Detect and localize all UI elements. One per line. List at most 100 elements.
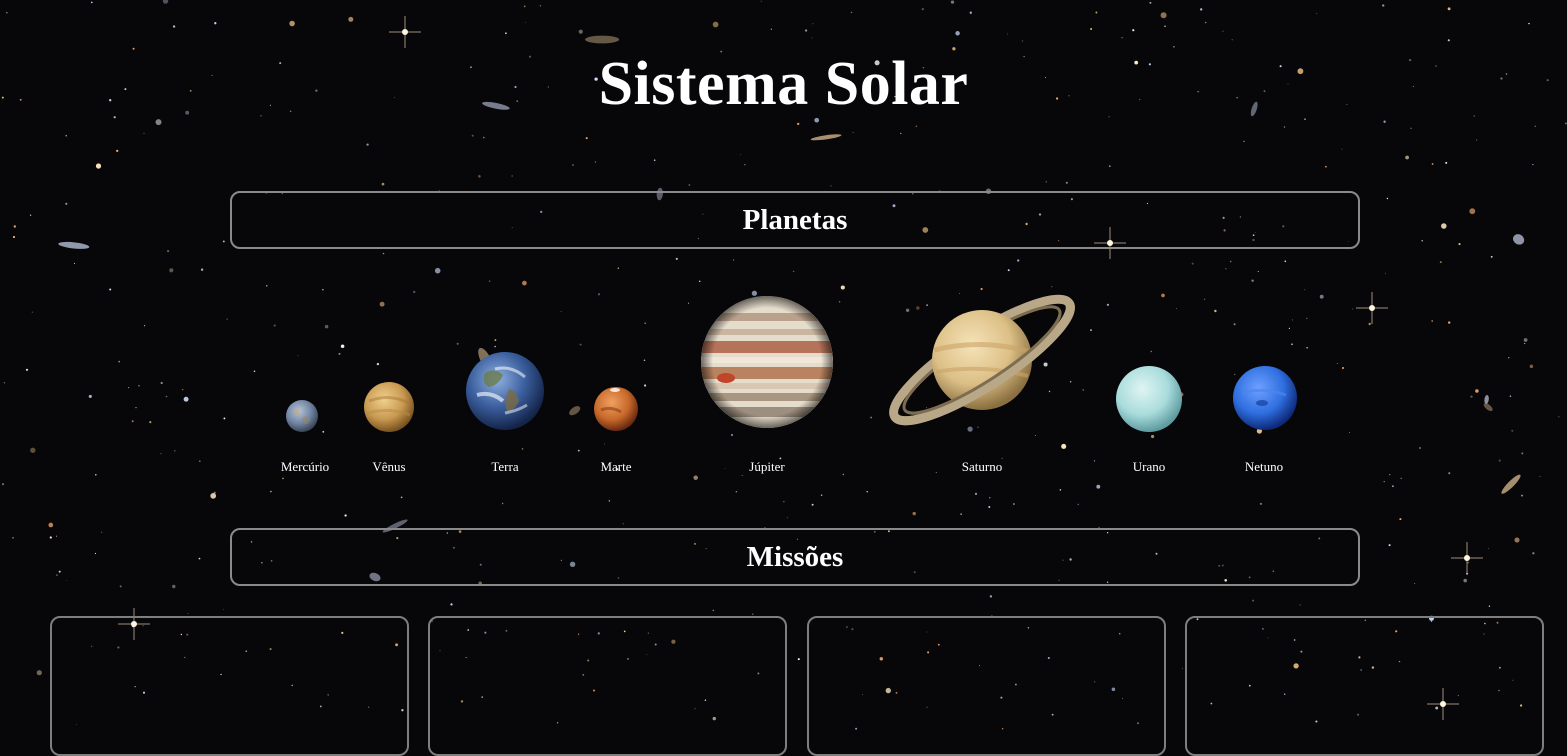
planet-label-jupiter[interactable]: Júpiter (749, 459, 785, 474)
star (1148, 63, 1151, 66)
star (967, 426, 973, 432)
star (1051, 713, 1054, 716)
star (1214, 309, 1217, 313)
star (699, 280, 701, 282)
star (926, 304, 929, 307)
star (1257, 270, 1259, 273)
saturn-icon[interactable] (882, 290, 1082, 430)
planet-label-venus[interactable]: Vênus (372, 459, 406, 474)
star (266, 285, 268, 287)
star (616, 77, 618, 80)
star (751, 290, 758, 296)
star (494, 339, 497, 342)
star (797, 122, 800, 126)
planets-section-header[interactable]: Planetas (230, 191, 1360, 249)
star (253, 370, 256, 373)
star (1151, 434, 1155, 439)
planet-label-mars[interactable]: Marte (600, 459, 632, 474)
star (90, 645, 93, 647)
star (608, 500, 611, 502)
planet-label-neptune[interactable]: Netuno (1244, 459, 1284, 474)
star (1282, 225, 1285, 228)
star (226, 318, 228, 320)
jupiter-icon[interactable] (700, 295, 834, 429)
star (1106, 581, 1109, 583)
star (1448, 321, 1451, 324)
star (458, 530, 462, 533)
missions-section-header[interactable]: Missões (230, 528, 1360, 586)
planet-label-saturn[interactable]: Saturno (961, 459, 1003, 474)
star (814, 117, 820, 123)
star (523, 5, 526, 8)
star (724, 467, 726, 469)
mercury-icon[interactable] (285, 399, 319, 433)
star (744, 164, 746, 166)
star (1564, 122, 1567, 125)
star (1505, 73, 1508, 75)
star (1414, 583, 1416, 584)
star (65, 202, 68, 205)
star (1251, 279, 1254, 282)
star (270, 560, 273, 562)
star (1007, 269, 1010, 272)
star (912, 193, 914, 195)
mission-card[interactable] (807, 616, 1166, 756)
planet-label-uranus[interactable]: Urano (1132, 459, 1166, 474)
star (1448, 472, 1451, 475)
star (344, 514, 347, 517)
star (1218, 565, 1220, 567)
star (184, 656, 186, 658)
star (921, 8, 924, 11)
star (1445, 161, 1448, 164)
star (1532, 552, 1535, 555)
star (895, 691, 898, 694)
star (322, 288, 324, 291)
star (1476, 139, 1478, 141)
star (913, 571, 916, 574)
star (198, 557, 201, 560)
star (582, 674, 585, 676)
star (1389, 473, 1391, 476)
star (960, 513, 962, 515)
galaxy (482, 101, 510, 110)
star (1410, 127, 1412, 129)
star (1521, 452, 1524, 455)
planet-label-earth[interactable]: Terra (491, 459, 519, 474)
neptune-icon[interactable] (1232, 365, 1298, 431)
mission-card[interactable] (1185, 616, 1544, 756)
earth-icon[interactable] (465, 351, 545, 431)
star (1248, 576, 1251, 579)
star (36, 670, 42, 676)
star (1483, 633, 1485, 635)
star (470, 66, 472, 69)
mission-card[interactable] (50, 616, 409, 756)
star (149, 421, 152, 424)
star (376, 362, 380, 366)
star (482, 136, 485, 139)
star (939, 190, 941, 192)
star (1065, 181, 1068, 184)
star (1524, 343, 1526, 345)
star (1210, 702, 1213, 705)
star (88, 394, 92, 398)
star (1106, 532, 1109, 534)
mission-card[interactable] (428, 616, 787, 756)
star (100, 531, 103, 534)
star (572, 164, 574, 166)
star (1160, 12, 1167, 19)
star (13, 225, 16, 228)
star (12, 235, 16, 239)
star (623, 630, 626, 633)
star (127, 386, 130, 389)
planet-label-mercury[interactable]: Mercúrio (280, 459, 330, 474)
star (671, 639, 676, 644)
star (1225, 268, 1227, 270)
mars-icon[interactable] (593, 386, 639, 432)
venus-icon[interactable] (363, 381, 415, 433)
star (1252, 599, 1255, 602)
star (1511, 429, 1514, 432)
star (557, 722, 559, 724)
star (1391, 485, 1394, 488)
star (1279, 65, 1282, 68)
uranus-icon[interactable] (1115, 365, 1183, 433)
